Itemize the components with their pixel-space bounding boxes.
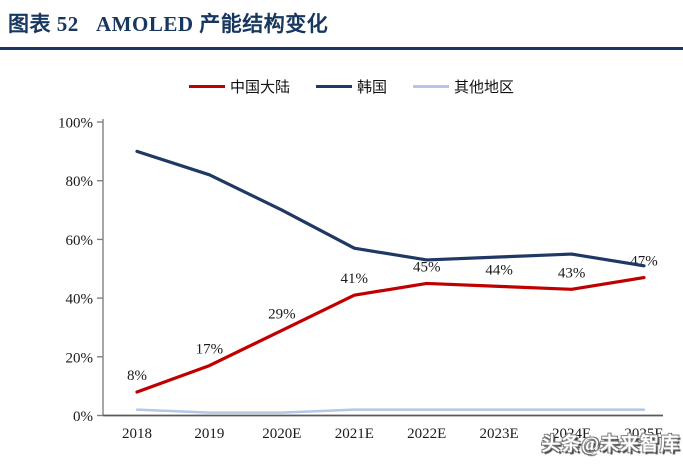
legend-label: 韩国 <box>356 80 387 96</box>
legend-line-swatch-china <box>188 84 225 89</box>
x-axis-tick-label: 2022E <box>407 426 446 442</box>
data-label: 8% <box>127 368 147 384</box>
y-axis-tick-label: 60% <box>66 233 94 249</box>
x-axis-tick-label: 2021E <box>335 426 374 442</box>
y-axis-tick-label: 20% <box>66 350 94 366</box>
figure-title: 图表 52 AMOLED 产能结构变化 <box>8 12 329 36</box>
data-label: 43% <box>558 265 586 281</box>
legend: 中国大陆 韩国 其他地区 <box>0 76 683 97</box>
legend-line-swatch-korea <box>315 84 352 89</box>
y-axis-tick-label: 40% <box>66 292 94 308</box>
legend-item-others: 其他地区 <box>413 76 514 97</box>
series-line-中国大陆 <box>135 275 646 394</box>
y-axis-tick-label: 0% <box>73 409 93 425</box>
x-axis-tick-label: 2023E <box>480 426 519 442</box>
title-underline <box>0 47 683 50</box>
legend-line-swatch-others <box>413 85 449 88</box>
x-axis-tick-label: 2025E <box>624 426 663 442</box>
data-label: 17% <box>196 342 224 358</box>
legend-label: 其他地区 <box>454 80 515 96</box>
x-axis-tick-label: 2020E <box>262 426 301 442</box>
x-axis-tick-label: 2024E <box>552 426 591 442</box>
x-axis-tick-label: 2019 <box>194 426 224 442</box>
legend-item-korea: 韩国 <box>315 76 387 97</box>
data-label: 29% <box>268 306 296 322</box>
x-axis-tick-label: 2018 <box>122 426 152 442</box>
y-axis-tick-label: 100% <box>58 116 93 132</box>
legend-item-china: 中国大陆 <box>188 76 290 97</box>
data-label: 45% <box>413 259 441 275</box>
legend-label: 中国大陆 <box>229 80 290 96</box>
data-label: 41% <box>341 271 369 287</box>
data-label: 44% <box>485 262 513 278</box>
watermark: 头条@未来智库 <box>541 434 680 455</box>
series-line-其他地区 <box>135 408 646 414</box>
series-line-韩国 <box>135 149 646 268</box>
y-axis-tick-label: 80% <box>66 174 94 190</box>
